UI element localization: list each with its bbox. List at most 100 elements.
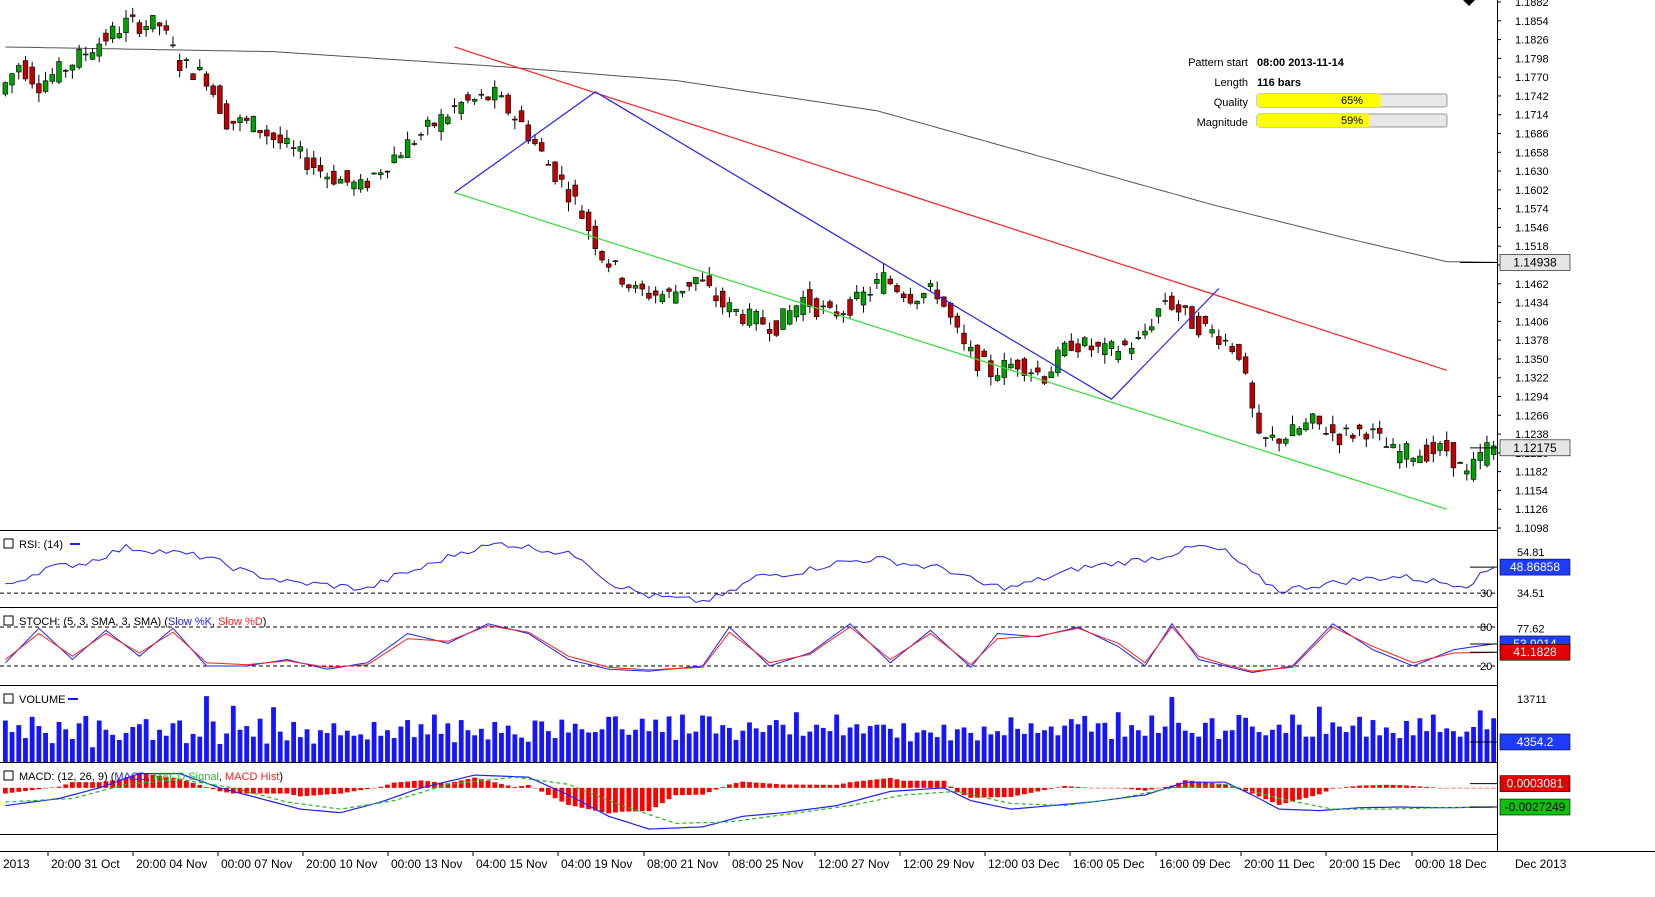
magnitude-bar-text: 59% [1341,115,1363,127]
macd-hist-bar [371,787,377,789]
candle [1450,442,1457,477]
macd-hist-bar [2,787,8,794]
time-tick-label: 00:00 18 Dec [1415,857,1486,871]
candles [2,7,1497,482]
volume-bar [646,731,652,762]
macd-hist-bar [505,785,511,788]
candle [1068,333,1074,352]
candle-body-bear [766,329,773,334]
volume-bar [143,719,149,762]
candle [1363,431,1369,448]
candle [1028,368,1034,382]
candle [880,263,887,295]
candle [190,72,196,81]
volume-bar [364,739,370,762]
volume-bar [63,729,69,762]
macd-hist-bar [1290,787,1295,802]
macd-hist-bar [411,780,417,788]
macd-hist-bar [740,781,746,788]
candle-body-bear [311,157,317,168]
candle-body-bull [673,291,679,304]
candle-body-bear [384,170,391,173]
macd-hist-bar [907,780,913,788]
macd-hist-bar [1149,787,1155,790]
candle [290,140,297,157]
volume-bar [941,724,947,762]
candle [1437,441,1443,457]
macd-hist-bar [1491,787,1497,789]
candle-body-bear [988,360,994,378]
candle [1048,366,1054,379]
candle [1102,337,1108,364]
candle [887,275,893,286]
candle-body-bull [1303,422,1309,431]
candle-body-bull [927,283,934,287]
magnitude-bar-fill [1257,114,1370,127]
candle [163,20,169,35]
candle [518,105,525,123]
candle [1216,329,1222,350]
candle-body-bear [847,299,853,316]
macd-hist-bar [767,783,773,788]
macd-hist-bar [452,781,457,788]
candle [1195,311,1202,338]
macd-hist-bar [1089,787,1094,789]
candle [1330,415,1336,442]
candle-body-bear [190,73,196,81]
volume-bar [686,733,692,762]
volume-bar [1209,718,1215,762]
candle [1303,418,1309,432]
macd-hist-bar [934,780,940,788]
volume-bar [291,721,297,762]
macd-hist-bar [1424,786,1430,788]
time-tick-label: 20:00 15 Dec [1329,857,1400,871]
candle-body-bull [123,17,129,34]
macd-hist-bar [1323,787,1329,792]
candle-body-bull [1477,451,1483,461]
candle-body-bull [793,305,800,318]
volume-bar [1122,736,1128,762]
price-tick-label: 1.1098 [1515,523,1549,535]
candle-body-bear [981,350,987,358]
volume-bar [1390,732,1396,762]
volume-bar [344,730,350,762]
price-tick-label: 1.1154 [1515,485,1548,497]
candle [686,281,692,291]
candle [740,309,746,326]
candle-body-bull [170,44,176,47]
macd-hist-bar [1410,785,1416,788]
macd-hist-bar [297,787,303,797]
macd-hist-bar [157,775,162,788]
macd-hist-bar [378,786,384,788]
candle [371,172,377,175]
candle [1397,444,1403,469]
macd-hist-bar [1075,786,1081,788]
volume-bar [1075,724,1081,762]
candle [404,131,411,158]
price-tick-label: 1.1518 [1515,241,1549,253]
macd-hist-bar [693,787,699,795]
price-tick-label: 1.1770 [1515,72,1549,84]
volume-bar [1377,735,1383,762]
candle [793,304,800,322]
candle-body-bear [331,170,337,185]
macd-hist-bar [163,776,169,788]
candle-body-bear [505,94,511,114]
macd-hist-bar [445,783,451,788]
candle-body-bull [1397,450,1403,464]
candle-body-bear [277,134,283,144]
length-label: Length [1214,77,1248,89]
candle-body-bull [1410,458,1416,462]
candle [1444,431,1450,457]
candle [693,277,699,292]
candle-body-bear [773,320,780,336]
macd-hist-bar [36,787,42,790]
macd-hist-bar [914,780,920,788]
price-tick-label: 1.1742 [1515,91,1549,103]
volume-bar [639,718,645,762]
candle-body-bear [740,314,746,324]
candle [1383,437,1390,448]
candle-body-bear [545,164,552,166]
volume-bar [405,720,410,762]
volume-bar [1169,697,1175,762]
